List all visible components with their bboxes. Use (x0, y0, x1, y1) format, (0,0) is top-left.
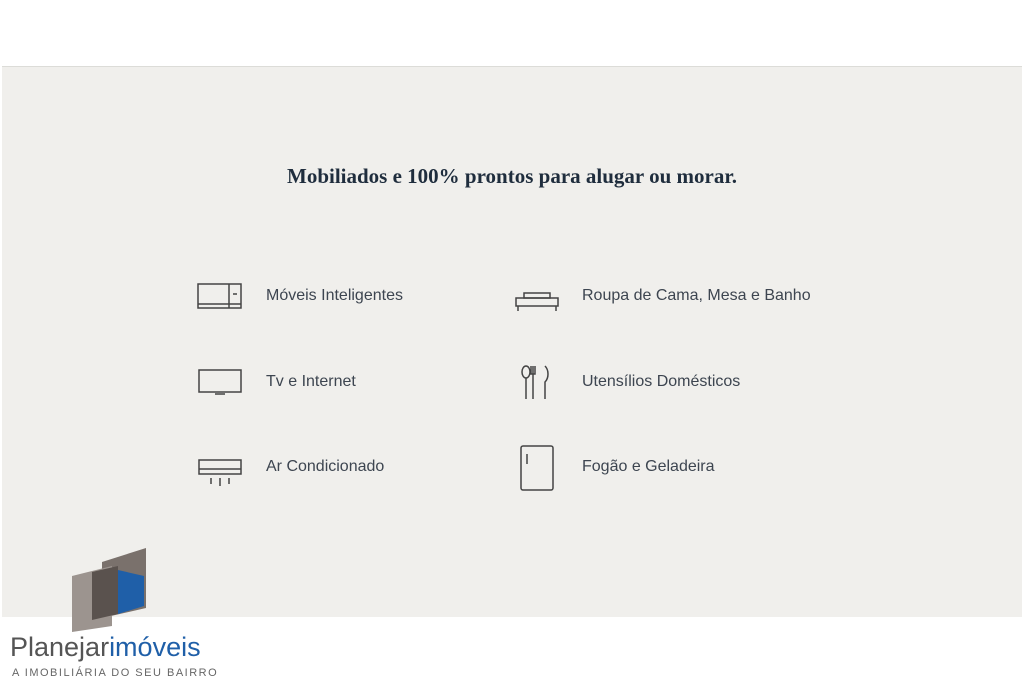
ac-icon (198, 459, 242, 486)
feature-label: Fogão e Geladeira (582, 458, 715, 475)
section-title: Mobiliados e 100% prontos para alugar ou… (287, 164, 737, 188)
logo-name: Planejar (10, 632, 110, 662)
feature-label: Tv e Internet (266, 373, 356, 390)
logo-tagline: A IMOBILIÁRIA DO SEU BAIRRO (12, 667, 219, 679)
tv-icon (198, 369, 242, 395)
feature-label: Ar Condicionado (266, 458, 385, 475)
feature-label: Roupa de Cama, Mesa e Banho (582, 287, 811, 304)
logo-text: Planejarimóveis (10, 632, 201, 663)
logo-mark (72, 548, 146, 632)
content-panel (2, 66, 1022, 617)
fridge-icon (520, 445, 554, 491)
bed-icon (515, 292, 559, 311)
utensils-icon (521, 365, 549, 399)
furniture-icon (197, 283, 242, 309)
feature-label: Utensílios Domésticos (582, 373, 741, 390)
feature-label: Móveis Inteligentes (266, 287, 403, 304)
logo-name-accent: imóveis (109, 632, 201, 662)
